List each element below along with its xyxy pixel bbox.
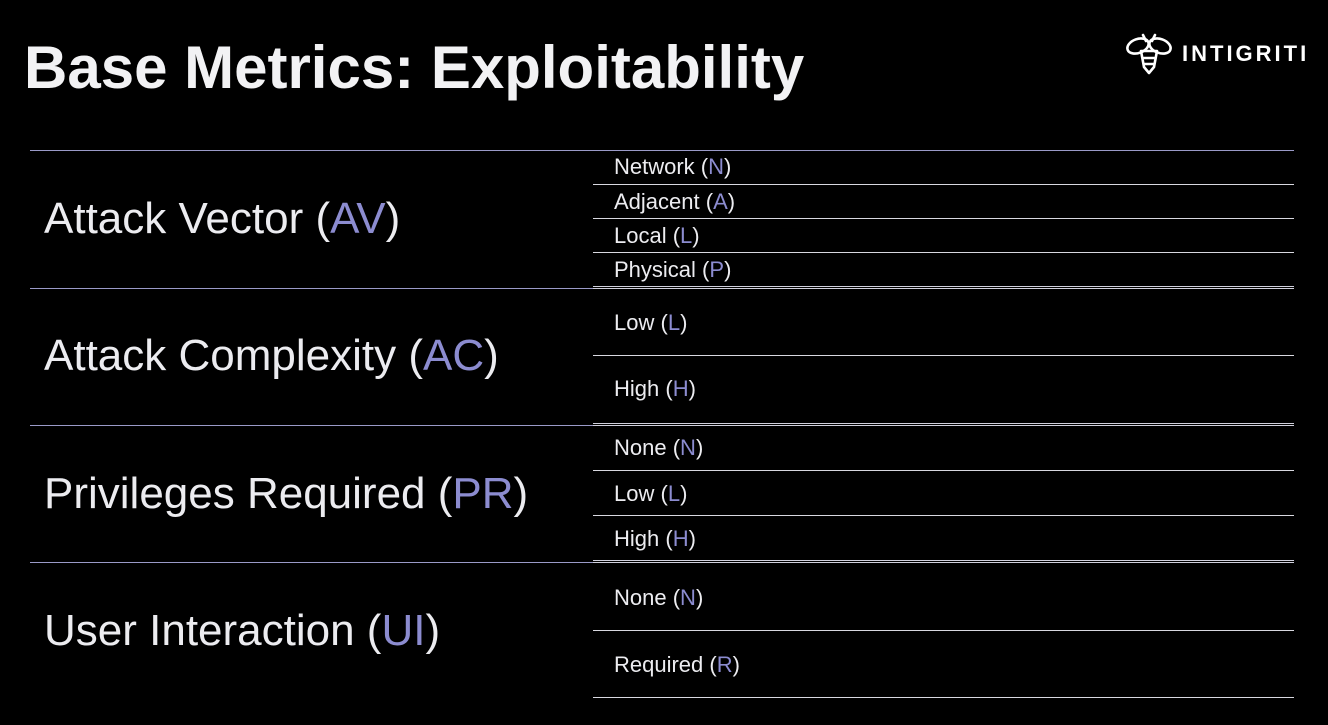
option-label: Network	[614, 154, 695, 179]
option-divider	[593, 470, 1294, 471]
option-label: Physical	[614, 257, 696, 282]
option-abbr: A	[713, 189, 728, 214]
option-label: Low	[614, 310, 655, 335]
option-abbr: P	[709, 257, 725, 282]
metric-name: User Interaction	[44, 606, 355, 655]
metric-abbr: AV	[330, 194, 386, 243]
option-label: Adjacent	[614, 189, 700, 214]
option-label: High	[614, 376, 660, 401]
metric-name: Privileges Required	[44, 469, 426, 518]
option-abbr: L	[667, 481, 681, 506]
option-high: High (H)	[614, 376, 696, 401]
metric-abbr: AC	[423, 331, 485, 380]
option-low: Low (L)	[614, 481, 688, 506]
option-label: None	[614, 435, 667, 460]
option-none: None (N)	[614, 435, 704, 460]
option-abbr: H	[672, 526, 689, 551]
option-abbr: H	[672, 376, 689, 401]
option-required: Required (R)	[614, 652, 740, 677]
option-abbr: N	[708, 154, 725, 179]
option-abbr: N	[680, 435, 696, 460]
option-adjacent: Adjacent (A)	[614, 189, 736, 214]
page-title: Base Metrics: Exploitability	[24, 34, 805, 101]
option-divider	[593, 286, 1294, 289]
option-label: Low	[614, 481, 655, 506]
intigriti-logo: INTIGRITI	[1124, 30, 1309, 78]
option-divider	[593, 184, 1294, 185]
option-abbr: R	[716, 652, 733, 677]
option-divider	[593, 697, 1294, 698]
option-low: Low (L)	[614, 310, 688, 335]
option-high: High (H)	[614, 526, 696, 551]
option-divider	[593, 218, 1294, 219]
option-divider	[593, 560, 1294, 563]
option-divider	[593, 423, 1294, 426]
option-local: Local (L)	[614, 223, 700, 248]
metric-attack-complexity: Attack Complexity (AC)	[44, 331, 499, 380]
option-abbr: L	[680, 223, 693, 248]
option-abbr: L	[667, 310, 681, 335]
metric-name: Attack Vector	[44, 194, 304, 243]
option-physical: Physical (P)	[614, 257, 732, 282]
metric-privileges-required: Privileges Required (PR)	[44, 469, 529, 518]
option-divider	[593, 252, 1294, 253]
option-label: None	[614, 585, 667, 610]
option-abbr: N	[680, 585, 696, 610]
metric-attack-vector: Attack Vector (AV)	[44, 194, 401, 243]
metric-abbr: PR	[452, 469, 514, 518]
option-network: Network (N)	[614, 154, 732, 179]
option-label: Required	[614, 652, 704, 677]
option-label: High	[614, 526, 660, 551]
option-none: None (N)	[614, 585, 704, 610]
option-divider	[593, 630, 1294, 631]
option-divider	[593, 515, 1294, 516]
option-label: Local	[614, 223, 667, 248]
metric-name: Attack Complexity	[44, 331, 397, 380]
option-divider	[593, 355, 1294, 356]
section-divider	[30, 150, 1294, 151]
metric-abbr: UI	[381, 606, 426, 655]
metric-user-interaction: User Interaction (UI)	[44, 606, 441, 655]
bee-logo-icon	[1126, 33, 1172, 75]
logo-wordmark: INTIGRITI	[1182, 41, 1310, 66]
